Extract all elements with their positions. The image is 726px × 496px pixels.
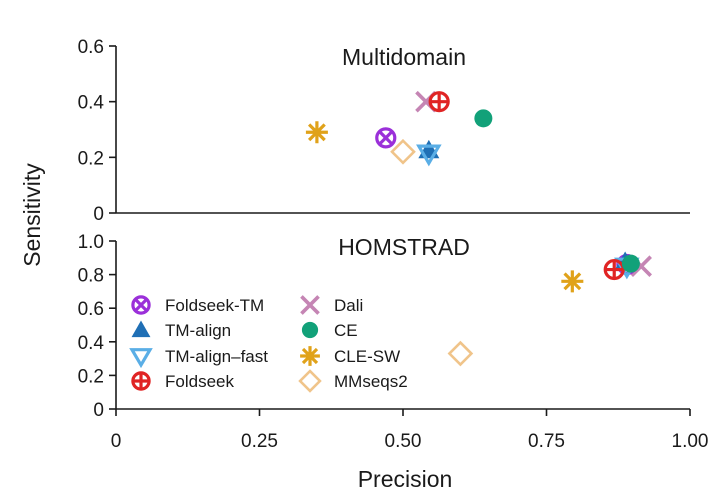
x-axis-title: Precision — [358, 466, 453, 492]
legend-label-cle-sw: CLE-SW — [334, 347, 400, 366]
homstrad-ytick-label: 0.2 — [78, 366, 104, 387]
legend-label-mmseqs2: MMseqs2 — [334, 372, 408, 391]
homstrad-title: HOMSTRAD — [338, 234, 470, 260]
multidomain-point-cle-sw — [305, 121, 328, 144]
top-y-ticks: 0 0.2 0.4 0.6 — [78, 37, 116, 225]
legend-marker-cle-sw — [300, 346, 320, 366]
legend-marker-tm-align-fast — [129, 348, 153, 369]
xtick-label: 0.25 — [241, 431, 278, 452]
legend-label-tm-align-fast: TM-align–fast — [165, 347, 268, 366]
homstrad-point-mmseqs2 — [447, 340, 474, 367]
multidomain-ytick-label: 0.6 — [78, 37, 104, 58]
multidomain-point-foldseek — [428, 91, 450, 113]
homstrad-point-cle-sw — [561, 270, 584, 293]
homstrad-panel: 0 0.2 0.4 0.6 0.8 1.0 0 0.25 0.50 0.75 1.00 HOMST… — [78, 232, 709, 452]
legend-marker-foldseek — [131, 371, 151, 391]
y-axis-title: Sensitivity — [19, 163, 45, 267]
homstrad-ytick-label: 0.4 — [78, 333, 105, 354]
bottom-x-ticks: 0 0.25 0.50 0.75 1.00 — [111, 409, 709, 452]
homstrad-points — [447, 251, 652, 367]
homstrad-ytick-label: 0.8 — [78, 266, 104, 287]
multidomain-points — [305, 90, 493, 167]
legend-marker-mmseqs2 — [298, 369, 322, 393]
homstrad-ytick-label: 0.6 — [78, 299, 104, 320]
legend: Foldseek-TM TM-align TM-align–fast Foldseek… — [129, 295, 408, 393]
homstrad-point-foldseek — [603, 258, 625, 281]
legend-label-foldseek: Foldseek — [165, 372, 234, 391]
multidomain-point-foldseek-tm — [375, 127, 397, 149]
multidomain-point-ce — [474, 109, 493, 128]
legend-marker-foldseek-tm — [131, 295, 151, 315]
bottom-y-ticks: 0 0.2 0.4 0.6 0.8 1.0 — [78, 232, 116, 421]
legend-label-ce: CE — [334, 321, 358, 340]
legend-marker-tm-align — [131, 320, 151, 338]
multidomain-panel: 0 0.2 0.4 0.6 Multidomain — [78, 37, 690, 225]
xtick-label: 1.00 — [672, 431, 709, 452]
multidomain-point-tm-align-fast — [416, 144, 442, 167]
legend-label-dali: Dali — [334, 296, 363, 315]
multidomain-title: Multidomain — [342, 44, 466, 70]
legend-label-tm-align: TM-align — [165, 321, 231, 340]
multidomain-ytick-label: 0 — [93, 204, 104, 225]
homstrad-point-ce — [621, 254, 640, 273]
legend-marker-dali — [300, 295, 320, 315]
legend-label-foldseek-tm: Foldseek-TM — [165, 296, 264, 315]
homstrad-ytick-label: 1.0 — [78, 232, 104, 253]
xtick-label: 0.75 — [528, 431, 565, 452]
multidomain-ytick-label: 0.2 — [78, 148, 104, 169]
multidomain-ytick-label: 0.4 — [78, 93, 105, 114]
multidomain-point-mmseqs2 — [390, 138, 416, 165]
xtick-label: 0.50 — [385, 431, 422, 452]
xtick-label: 0 — [111, 431, 122, 452]
homstrad-ytick-label: 0 — [93, 400, 104, 421]
legend-marker-ce — [301, 321, 319, 339]
